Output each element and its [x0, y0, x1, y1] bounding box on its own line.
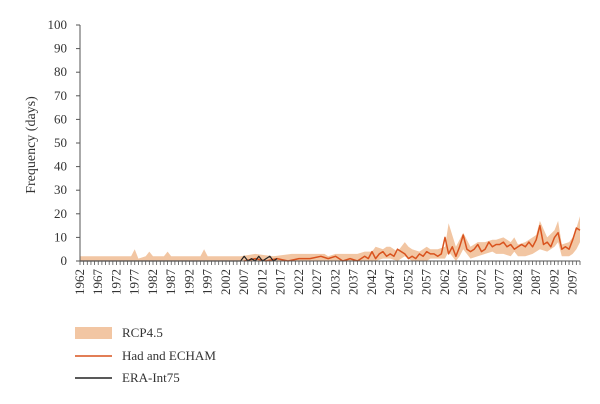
- y-tick-label: 10: [54, 229, 67, 244]
- legend-label: Had and ECHAM: [122, 348, 216, 363]
- x-tick-label: 1972: [109, 269, 124, 295]
- x-tick-label: 2037: [346, 269, 361, 296]
- x-tick-label: 1962: [72, 269, 87, 295]
- legend-swatch-rcp45: [75, 327, 112, 339]
- x-tick-label: 2012: [255, 269, 270, 295]
- y-tick-label: 40: [54, 159, 67, 174]
- y-tick-label: 50: [54, 135, 67, 150]
- y-tick-label: 30: [54, 182, 67, 197]
- x-tick-label: 1967: [90, 269, 105, 296]
- y-tick-label: 20: [54, 206, 67, 221]
- x-tick-label: 2032: [328, 269, 343, 295]
- y-tick-label: 0: [61, 253, 68, 268]
- series-line-era-int75: [80, 255, 278, 262]
- x-tick-label: 1997: [200, 269, 215, 296]
- x-tick-label: 2092: [547, 269, 562, 295]
- y-tick-label: 70: [54, 88, 67, 103]
- y-axis-title: Frequency (days): [24, 96, 39, 194]
- y-tick-label: 100: [48, 17, 68, 32]
- x-tick-label: 2052: [401, 269, 416, 295]
- plot-area: [80, 216, 581, 262]
- legend-label: RCP4.5: [122, 325, 163, 340]
- legend: RCP4.5 Had and ECHAM ERA-Int75: [75, 325, 216, 385]
- x-tick-label: 2082: [510, 269, 525, 295]
- y-tick-label: 80: [54, 64, 67, 79]
- x-tick-label: 1977: [127, 269, 142, 296]
- series-band-rcp45: [80, 216, 580, 261]
- x-tick-label: 2042: [364, 269, 379, 295]
- x-tick-label: 1982: [145, 269, 160, 295]
- x-tick-label: 2002: [218, 269, 233, 295]
- x-tick-label: 1987: [163, 269, 178, 296]
- x-tick-label: 2072: [474, 269, 489, 295]
- x-tick-label: 2027: [309, 269, 324, 296]
- x-tick-label: 2062: [437, 269, 452, 295]
- x-tick-label: 2007: [236, 269, 251, 296]
- x-tick-label: 2022: [291, 269, 306, 295]
- y-tick-label: 60: [54, 111, 67, 126]
- x-tick-label: 2067: [455, 269, 470, 296]
- legend-label: ERA-Int75: [122, 370, 180, 385]
- x-tick-label: 2047: [382, 269, 397, 296]
- x-tick-label: 2097: [565, 269, 580, 296]
- x-tick-label: 2057: [419, 269, 434, 296]
- y-tick-label: 90: [54, 41, 67, 56]
- x-tick-label: 2077: [492, 269, 507, 296]
- x-tick-label: 1992: [182, 269, 197, 295]
- x-tick-label: 2017: [273, 269, 288, 296]
- x-tick-label: 2087: [528, 269, 543, 296]
